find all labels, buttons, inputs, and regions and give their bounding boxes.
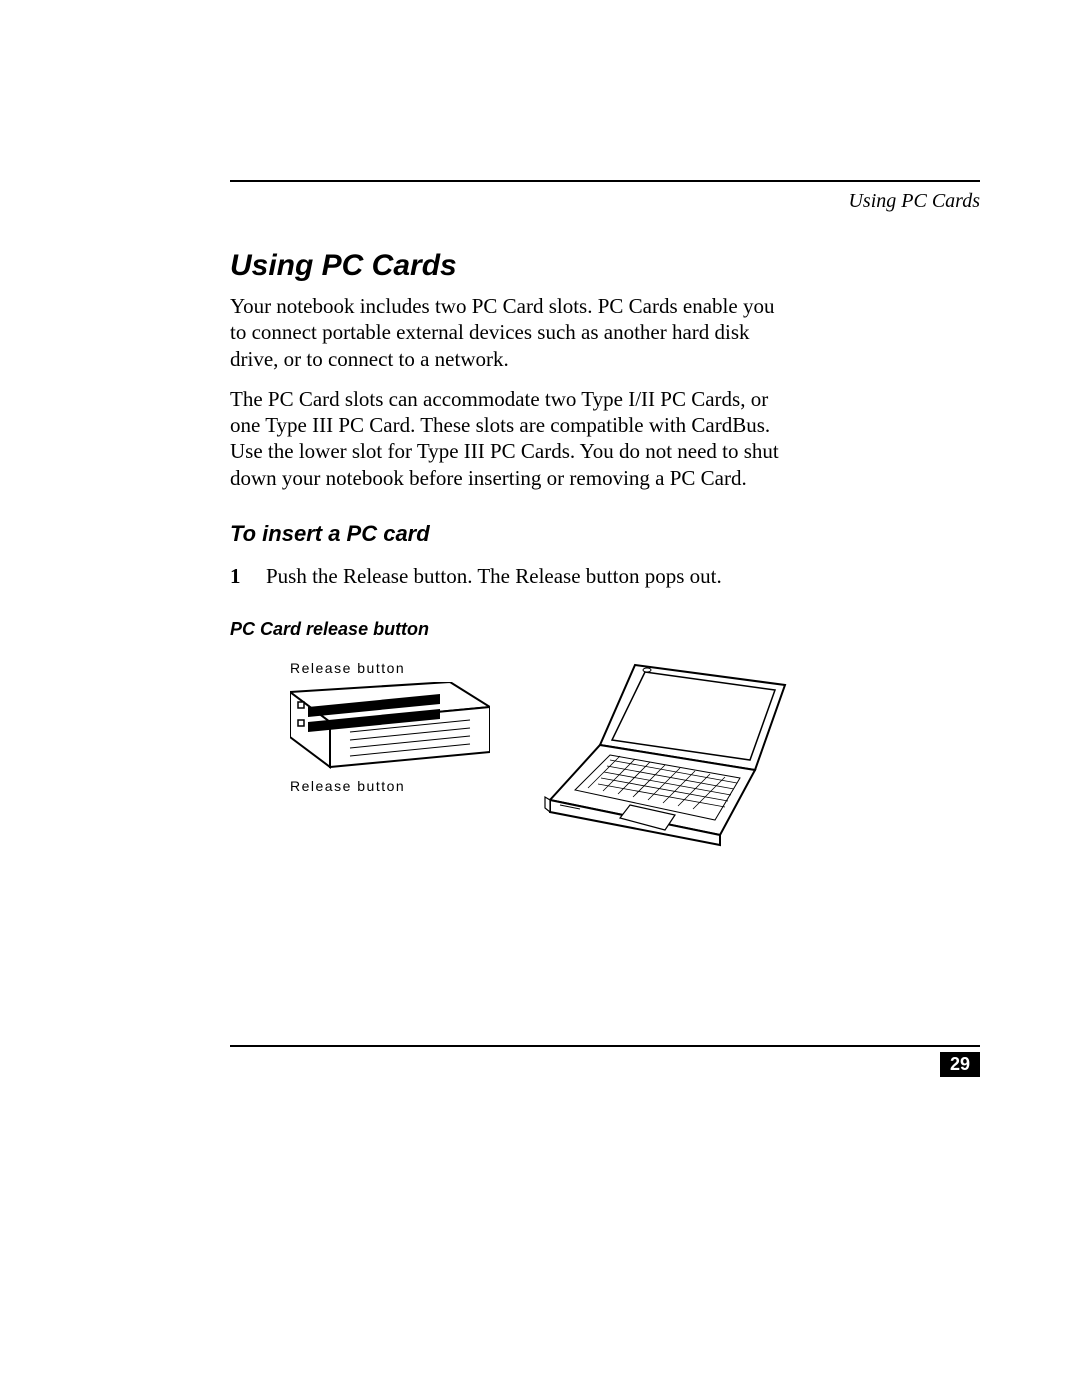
footer-rule <box>230 1045 980 1047</box>
running-header: Using PC Cards <box>230 190 980 213</box>
step-1: 1 Push the Release button. The Release b… <box>230 563 980 589</box>
laptop-illustration <box>540 660 800 850</box>
release-button-label-top: Release button <box>290 660 500 676</box>
step-1-number: 1 <box>230 563 248 589</box>
page-number: 29 <box>940 1052 980 1077</box>
pc-card-slot-illustration <box>290 682 490 772</box>
intro-paragraph-2: The PC Card slots can accommodate two Ty… <box>230 386 790 491</box>
release-button-label-bottom: Release button <box>290 778 500 794</box>
figure-caption: PC Card release button <box>230 619 980 640</box>
step-1-text: Push the Release button. The Release but… <box>266 563 722 589</box>
section-title: Using PC Cards <box>230 249 980 283</box>
page: Using PC Cards Using PC Cards Your noteb… <box>0 0 1080 1397</box>
top-rule <box>230 180 980 182</box>
figure-area: Release button Release button <box>230 660 980 850</box>
intro-paragraph-1: Your notebook includes two PC Card slots… <box>230 293 790 372</box>
figure-left-column: Release button Release button <box>290 660 500 794</box>
subhead-insert-pc-card: To insert a PC card <box>230 521 980 547</box>
